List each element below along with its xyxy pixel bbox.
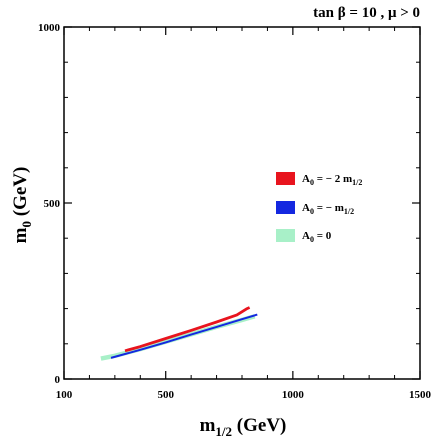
legend-swatch-a0-m1 xyxy=(276,201,295,214)
x-axis-label: m1/2 (GeV) xyxy=(200,415,287,439)
x-tick-label: 100 xyxy=(56,389,73,401)
legend-label-a0-m1: A0 = − m1/2 xyxy=(302,202,354,216)
x-tick-label: 1000 xyxy=(282,389,305,401)
y-tick-label: 500 xyxy=(44,198,61,210)
legend-label-a0-0: A0 = 0 xyxy=(302,230,332,244)
tick-marks xyxy=(63,26,421,380)
x-tick-label: 500 xyxy=(157,389,174,401)
x-tick-label: 1500 xyxy=(409,389,432,401)
chart-title: tan β = 10 , μ > 0 xyxy=(313,5,420,21)
series-line-a0_m2 xyxy=(124,306,251,353)
legend-swatch-a0-m2 xyxy=(276,172,295,185)
y-tick-label: 0 xyxy=(55,374,61,386)
legend-label-a0-m2: A0 = − 2 m1/2 xyxy=(302,173,362,187)
plot-frame xyxy=(63,26,421,380)
legend-swatch-a0-0 xyxy=(276,229,295,242)
tick-labels: 100 500 1000 1500 0 500 1000 xyxy=(38,22,432,401)
legend: A0 = − 2 m1/2 A0 = − m1/2 A0 = 0 xyxy=(276,172,362,244)
y-axis-label: m0 (GeV) xyxy=(10,167,34,244)
series-lines xyxy=(100,306,258,361)
y-tick-label: 1000 xyxy=(38,22,61,34)
series-line-a0_m1 xyxy=(110,313,258,359)
